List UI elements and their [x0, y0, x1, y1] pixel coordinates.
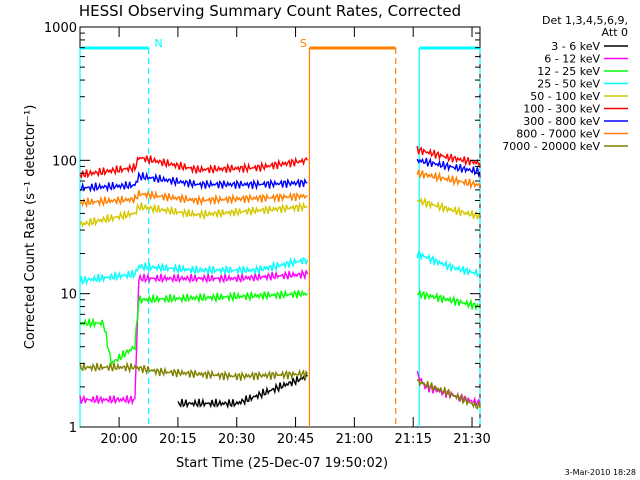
series-line	[416, 377, 481, 410]
series-line	[79, 268, 309, 406]
series-line	[79, 155, 309, 180]
series-line	[79, 361, 309, 382]
x-tick-label: 20:15	[159, 432, 196, 447]
series-line	[79, 201, 308, 228]
series-line	[79, 170, 308, 193]
series-line	[416, 145, 481, 167]
x-tick-label: 21:30	[453, 432, 490, 447]
legend-entry-label: 7000 - 20000 keV	[502, 140, 600, 153]
series-line	[416, 157, 481, 178]
y-axis-label: Corrected Count Rate (s⁻¹ detector⁻¹)	[23, 105, 38, 350]
series-line	[416, 370, 481, 407]
series-lines	[79, 145, 481, 428]
flag-label: N	[155, 37, 163, 50]
axis-ticks: 20:00 20:15 20:30 20:45 21:00 21:15 21:30 1 10 10…	[44, 21, 491, 447]
legend-entry-label: 50 - 100 keV	[530, 90, 600, 103]
legend-entry-label: 100 - 300 keV	[523, 103, 600, 116]
y-tick-label: 100	[52, 154, 77, 169]
legend-title: Att 0	[602, 26, 628, 39]
x-axis-label: Start Time (25-Dec-07 19:50:02)	[176, 456, 388, 471]
series-line	[417, 289, 481, 312]
series-line	[79, 190, 308, 209]
x-tick-label: 20:30	[218, 432, 255, 447]
y-tick-label: 10	[60, 288, 77, 303]
x-tick-label: 20:45	[277, 432, 314, 447]
legend-entry-label: 12 - 25 keV	[537, 65, 600, 78]
series-line	[79, 256, 309, 286]
chart-title: HESSI Observing Summary Count Rates, Cor…	[79, 2, 461, 20]
legend-entry-label: 300 - 800 keV	[523, 115, 600, 128]
x-tick-label: 20:00	[100, 432, 137, 447]
legend-entry-label: 25 - 50 keV	[537, 78, 600, 91]
x-tick-label: 21:15	[394, 432, 431, 447]
y-tick-label: 1	[69, 421, 77, 436]
series-line	[416, 169, 481, 190]
series-line	[177, 373, 308, 410]
series-line	[416, 250, 481, 279]
legend-title: Det 1,3,4,5,6,9,	[542, 14, 628, 27]
legend-entry-label: 3 - 6 keV	[551, 40, 600, 53]
generation-date: 3-Mar-2010 18:28	[565, 468, 636, 477]
y-tick-label: 1000	[44, 21, 77, 36]
series-line	[416, 196, 481, 220]
series-line	[79, 288, 308, 366]
x-tick-label: 21:00	[336, 432, 373, 447]
legend-entry-label: 6 - 12 keV	[544, 53, 600, 66]
legend-entry-label: 800 - 7000 keV	[516, 128, 600, 141]
flag-label: S	[300, 37, 307, 50]
